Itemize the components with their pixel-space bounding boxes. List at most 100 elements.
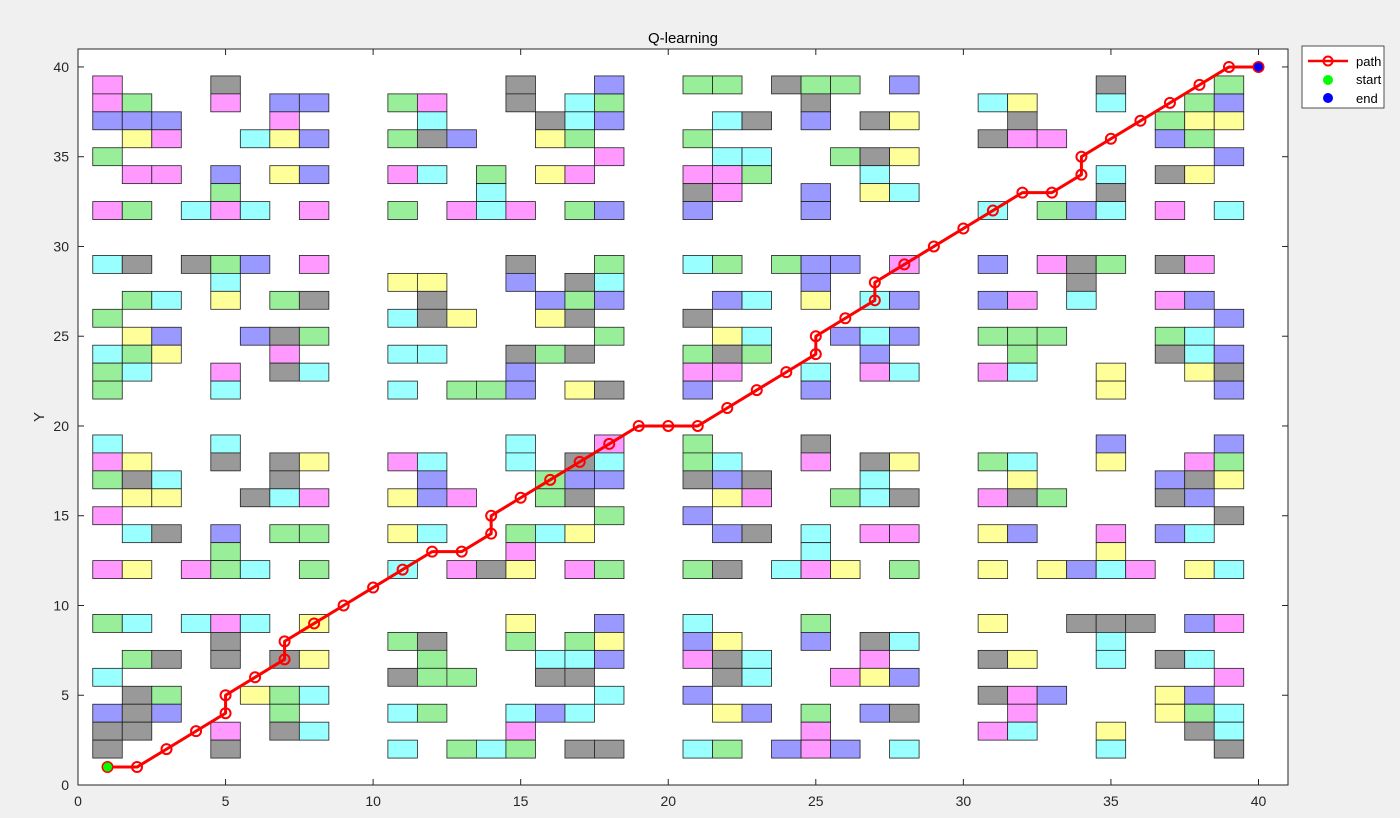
obstacle-cell <box>564 739 595 759</box>
obstacle-cell <box>210 542 241 562</box>
obstacle-cell <box>712 703 743 723</box>
obstacle-cell <box>92 201 123 220</box>
obstacle-cell <box>92 614 123 633</box>
obstacle-cell <box>712 147 743 167</box>
obstacle-cell <box>121 470 153 490</box>
path-point <box>839 312 852 325</box>
obstacle-cell <box>387 165 418 185</box>
obstacle-cell <box>682 183 713 202</box>
obstacle-cell <box>1007 326 1038 346</box>
obstacle-cell <box>151 470 182 490</box>
obstacle-cell <box>712 524 743 544</box>
obstacle-cell <box>298 685 330 705</box>
obstacle-cell <box>800 93 831 113</box>
obstacle-cell <box>859 703 890 723</box>
obstacle-cell <box>682 685 713 705</box>
obstacle-cell <box>387 739 418 759</box>
obstacle-cell <box>121 524 153 544</box>
obstacle-cell <box>1213 201 1245 220</box>
obstacle-cell <box>535 344 566 364</box>
obstacle-cell <box>239 614 271 633</box>
path-point <box>898 258 911 271</box>
obstacle-cell <box>1184 488 1215 508</box>
obstacle-cell <box>269 165 300 185</box>
obstacle-cell <box>1007 452 1038 472</box>
obstacle-cell <box>151 290 182 310</box>
obstacle-cell <box>535 649 566 669</box>
obstacle-cell <box>92 344 123 364</box>
obstacle-cell <box>387 308 418 328</box>
obstacle-cell <box>416 649 448 669</box>
obstacle-cell <box>298 290 330 310</box>
obstacle-cell <box>1154 129 1186 149</box>
obstacle-cell <box>564 560 595 579</box>
obstacle-cell <box>564 272 595 292</box>
path-point <box>190 725 203 738</box>
obstacle-cell <box>800 255 831 274</box>
obstacle-cell <box>859 111 890 131</box>
obstacle-cell <box>594 147 625 167</box>
obstacle-cell <box>239 488 271 508</box>
obstacle-cell <box>1184 255 1215 274</box>
obstacle-cell <box>210 721 241 741</box>
path-point <box>573 455 586 468</box>
obstacle-cell <box>446 129 477 149</box>
obstacle-cell <box>387 524 418 544</box>
obstacle-cell <box>682 75 713 95</box>
y-tick-label: 5 <box>61 687 69 703</box>
obstacle-cell <box>535 524 566 544</box>
path-point <box>1252 60 1265 73</box>
obstacle-cell <box>682 560 713 579</box>
obstacle-cell <box>298 560 330 579</box>
obstacle-cell <box>180 614 212 633</box>
obstacle-cell <box>1154 344 1186 364</box>
path-point <box>485 509 498 522</box>
obstacle-cell <box>564 201 595 220</box>
obstacle-cell <box>594 380 625 400</box>
obstacle-cell <box>476 380 507 400</box>
obstacle-cell <box>416 452 448 472</box>
y-tick-label: 10 <box>53 597 69 613</box>
obstacle-cell <box>1095 201 1127 220</box>
obstacle-cell <box>712 649 743 669</box>
obstacle-cell <box>1095 649 1127 669</box>
obstacle-cell <box>1007 290 1038 310</box>
obstacle-cell <box>121 290 153 310</box>
obstacle-cell <box>387 488 418 508</box>
obstacle-cell <box>210 380 241 400</box>
obstacle-cell <box>210 614 241 633</box>
obstacle-cell <box>682 344 713 364</box>
obstacle-cell <box>1036 685 1068 705</box>
path-point <box>1163 96 1176 109</box>
obstacle-cell <box>830 326 861 346</box>
obstacle-cell <box>594 560 625 579</box>
obstacle-cell <box>682 308 713 328</box>
obstacle-cell <box>269 111 300 131</box>
obstacle-cell <box>564 129 595 149</box>
obstacle-cell <box>1007 488 1038 508</box>
obstacle-cell <box>505 201 536 220</box>
path-point <box>1134 114 1147 127</box>
obstacle-cell <box>1095 632 1127 651</box>
obstacle-cell <box>121 111 153 131</box>
obstacle-cell <box>712 326 743 346</box>
obstacle-cell <box>121 452 153 472</box>
obstacle-cell <box>1066 272 1097 292</box>
obstacle-cell <box>505 75 536 95</box>
obstacle-cell <box>594 614 625 633</box>
obstacle-cell <box>1213 614 1245 633</box>
obstacle-cell <box>1184 452 1215 472</box>
obstacle-cell <box>800 111 831 131</box>
obstacle-cell <box>269 93 300 113</box>
obstacle-cell <box>269 452 300 472</box>
obstacle-cell <box>239 685 271 705</box>
obstacle-cell <box>800 632 831 651</box>
obstacle-cell <box>210 739 241 759</box>
obstacle-cell <box>1007 649 1038 669</box>
obstacle-cell <box>92 308 123 328</box>
legend-end-marker <box>1323 93 1333 103</box>
obstacle-cell <box>1095 380 1127 400</box>
obstacle-cell <box>594 506 625 526</box>
obstacle-cell <box>446 739 477 759</box>
obstacle-cell <box>741 667 772 687</box>
